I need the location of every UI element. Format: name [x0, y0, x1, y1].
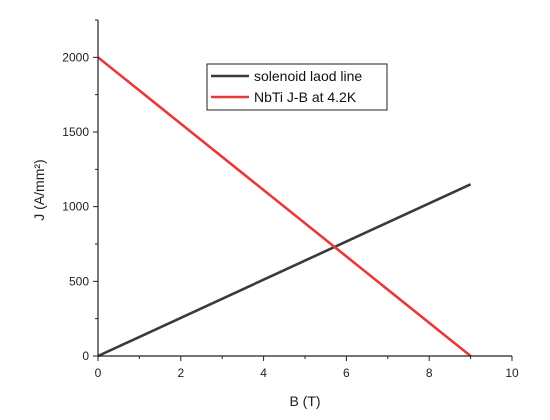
x-tick-label: 10	[505, 366, 519, 380]
legend-label-1: solenoid laod line	[254, 68, 362, 84]
legend: solenoid laod line NbTi J-B at 4.2K	[206, 63, 388, 111]
y-tick-label: 0	[82, 349, 89, 363]
x-tick-label: 6	[343, 366, 350, 380]
x-tick-label: 0	[95, 366, 102, 380]
legend-box	[206, 63, 388, 111]
y-tick-label: 500	[69, 274, 89, 288]
x-ticks: 0 2 4 6 8 10	[95, 356, 519, 380]
x-axis-title: B (T)	[289, 393, 320, 409]
x-tick-label: 4	[260, 366, 267, 380]
series-layer	[97, 56, 472, 358]
y-tick-label: 1500	[62, 125, 89, 139]
y-tick-label: 1000	[62, 200, 89, 214]
x-tick-label: 2	[177, 366, 184, 380]
legend-entries: solenoid laod line NbTi J-B at 4.2K	[211, 68, 362, 105]
legend-label-2: NbTi J-B at 4.2K	[254, 89, 357, 105]
y-tick-label: 2000	[62, 50, 89, 64]
series-line-2	[97, 56, 472, 358]
series-line-1	[97, 183, 472, 358]
x-tick-label: 8	[426, 366, 433, 380]
y-axis-title: J (A/mm²)	[31, 159, 47, 220]
y-ticks: 0 500 1000 1500 2000	[62, 19, 98, 363]
